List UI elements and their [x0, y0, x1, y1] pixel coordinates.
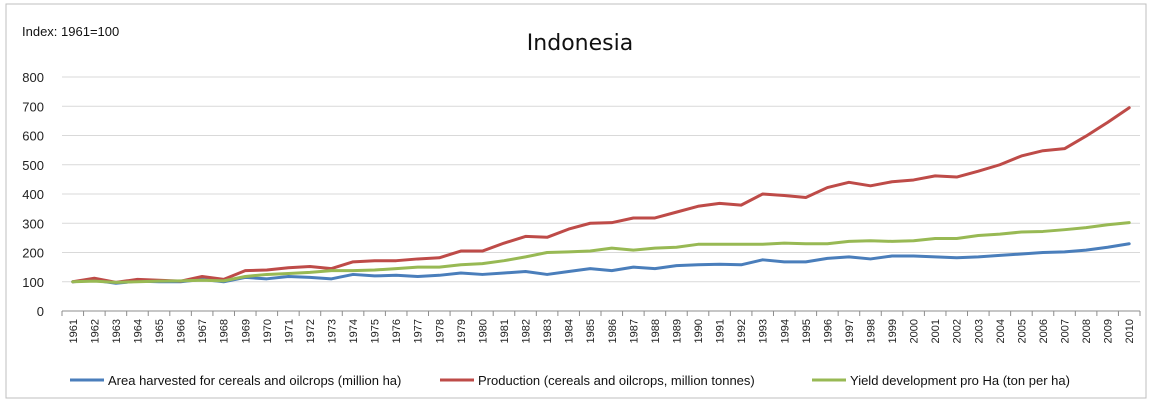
- y-tick-label: 700: [22, 99, 44, 114]
- legend: Area harvested for cereals and oilcrops …: [70, 373, 1070, 388]
- y-tick-label: 400: [22, 187, 44, 202]
- x-tick-label: 1992: [736, 319, 748, 343]
- y-tick-label: 800: [22, 70, 44, 85]
- x-tick-label: 2005: [1016, 319, 1028, 343]
- x-tick-label: 1997: [844, 319, 856, 343]
- x-tick-label: 1973: [327, 319, 339, 343]
- y-tick-label: 300: [22, 216, 44, 231]
- x-tick-label: 1974: [348, 319, 360, 343]
- x-tick-label: 1982: [521, 319, 533, 343]
- x-tick-label: 2003: [973, 319, 985, 343]
- x-tick-label: 1993: [758, 319, 770, 343]
- x-tick-label: 1989: [671, 319, 683, 343]
- y-axis: 0 100 200 300 400 500 600 700 800: [22, 70, 44, 319]
- y-tick-label: 600: [22, 129, 44, 144]
- y-tick-label: 500: [22, 158, 44, 173]
- x-tick-label: 1966: [176, 319, 188, 343]
- x-tick-label: 2007: [1060, 319, 1072, 343]
- series-line-1: [71, 106, 1131, 284]
- x-tick-label: 1986: [607, 319, 619, 343]
- series-lines: [71, 106, 1131, 285]
- x-tick-label: 1961: [68, 319, 80, 343]
- x-tick-label: 2002: [952, 319, 964, 343]
- x-tick-label: 1991: [715, 319, 727, 343]
- x-tick-label: 1998: [866, 319, 878, 343]
- x-tick-label: 1995: [801, 319, 813, 343]
- x-tick-label: 2010: [1124, 319, 1136, 343]
- x-tick-label: 1964: [132, 319, 144, 343]
- x-tick-label: 1984: [564, 319, 576, 343]
- x-tick-label: 1962: [89, 319, 101, 343]
- x-tick-label: 2008: [1081, 319, 1093, 343]
- x-tick-label: 1968: [219, 319, 231, 343]
- chart-title: Indonesia: [527, 31, 633, 56]
- gridlines: [62, 76, 1140, 312]
- legend-label-1: Production (cereals and oilcrops, millio…: [478, 373, 755, 388]
- x-tick-label: 1965: [154, 319, 166, 343]
- x-tick-label: 1972: [305, 319, 317, 343]
- x-tick-label: 1985: [585, 319, 597, 343]
- x-tick-label: 2001: [930, 319, 942, 343]
- x-tick-label: 1969: [240, 319, 252, 343]
- x-tick-label: 1994: [779, 319, 791, 343]
- chart-frame: [5, 3, 1147, 399]
- x-axis: 1961 1962 1963 1964 1965 1966 1967 1968 1969 1970…: [61, 311, 1141, 343]
- x-tick-label: 1963: [111, 319, 123, 343]
- x-tick-label: 2006: [1038, 319, 1050, 343]
- x-tick-label: 1990: [693, 319, 705, 343]
- x-tick-label: 1987: [628, 319, 640, 343]
- index-note: Index: 1961=100: [22, 24, 119, 39]
- x-tick-label: 1979: [456, 319, 468, 343]
- x-tick-label: 1983: [542, 319, 554, 343]
- series-line-2: [71, 221, 1131, 284]
- x-tick-label: 1967: [197, 319, 209, 343]
- x-tick-label: 1999: [887, 319, 899, 343]
- x-tick-label: 1996: [822, 319, 834, 343]
- legend-label-2: Yield development pro Ha (ton per ha): [850, 373, 1070, 388]
- x-tick-label: 1981: [499, 319, 511, 343]
- x-tick-label: 1976: [391, 319, 403, 343]
- x-tick-label: 1970: [262, 319, 274, 343]
- x-tick-label: 1978: [434, 319, 446, 343]
- x-tick-label: 2004: [995, 319, 1007, 343]
- y-tick-label: 200: [22, 246, 44, 261]
- x-tick-label: 2009: [1103, 319, 1115, 343]
- x-tick-label: 2000: [909, 319, 921, 343]
- y-tick-label: 100: [22, 275, 44, 290]
- x-tick-label: 1988: [650, 319, 662, 343]
- y-tick-label: 0: [37, 304, 44, 319]
- x-tick-label: 1977: [413, 319, 425, 343]
- x-tick-label: 1980: [477, 319, 489, 343]
- legend-label-0: Area harvested for cereals and oilcrops …: [108, 373, 401, 388]
- x-tick-label: 1971: [283, 319, 295, 343]
- x-tick-label: 1975: [370, 319, 382, 343]
